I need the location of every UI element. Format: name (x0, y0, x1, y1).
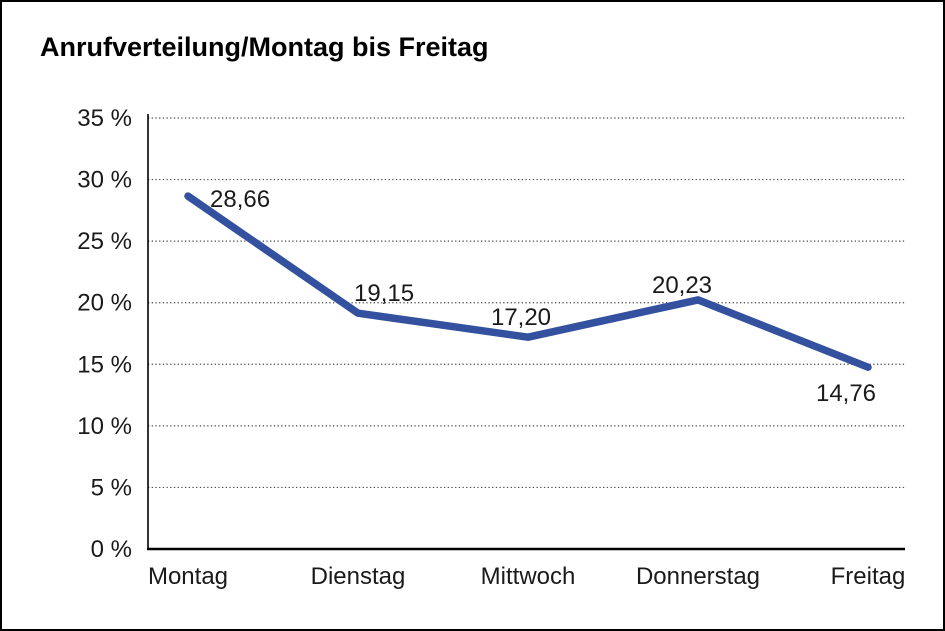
x-category-label: Montag (148, 563, 228, 590)
x-category-label: Dienstag (311, 563, 406, 590)
y-gridlines (148, 117, 905, 489)
y-tick-label: 0 % (91, 536, 132, 563)
data-point-label: 14,76 (816, 380, 876, 407)
y-tick-label: 30 % (77, 167, 132, 194)
x-category-label: Freitag (831, 563, 906, 590)
y-tick-labels: 0 % 5 % 10 % 15 % 20 % 25 % 30 % 35 % (77, 105, 132, 563)
y-tick-label: 10 % (77, 413, 132, 440)
x-category-labels: Montag Dienstag Mittwoch Donnerstag Freitag (148, 563, 905, 590)
y-tick-label: 5 % (91, 474, 132, 501)
y-tick-label: 35 % (77, 105, 132, 132)
data-point-label: 19,15 (354, 280, 414, 307)
y-tick-label: 20 % (77, 290, 132, 317)
chart-title: Anrufverteilung/Montag bis Freitag (40, 32, 489, 62)
data-point-label: 28,66 (210, 186, 270, 213)
y-tick-label: 25 % (77, 228, 132, 255)
data-point-label: 17,20 (491, 304, 551, 331)
data-point-label: 20,23 (652, 272, 712, 299)
x-category-label: Donnerstag (636, 563, 760, 590)
axes (147, 114, 905, 551)
data-line (184, 192, 872, 371)
x-category-label: Mittwoch (481, 563, 576, 590)
data-point-labels: 28,66 19,15 17,20 20,23 14,76 (210, 186, 876, 407)
y-tick-label: 15 % (77, 351, 132, 378)
